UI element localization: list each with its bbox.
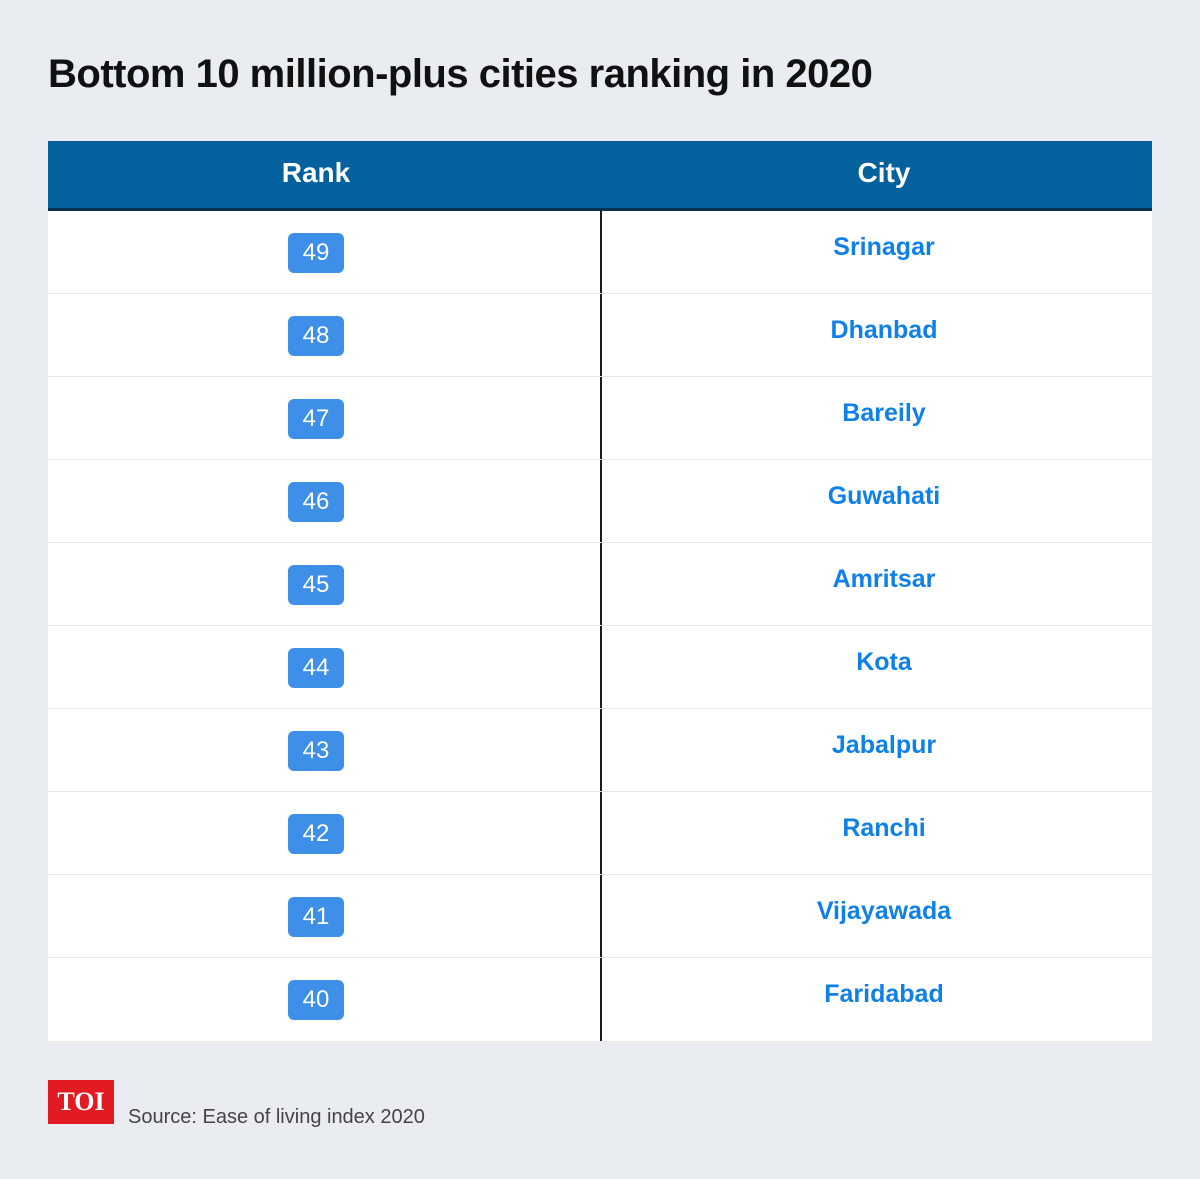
table-row: 46 Guwahati [48, 460, 1152, 543]
row-divider [48, 625, 1152, 626]
table-row: 49 Srinagar [48, 211, 1152, 294]
table-row: 45 Amritsar [48, 543, 1152, 626]
city-name: Srinagar [833, 233, 935, 261]
table-header: Rank City [48, 141, 1152, 211]
row-divider [48, 293, 1152, 294]
rank-badge: 48 [288, 316, 344, 356]
rank-badge: 49 [288, 233, 344, 273]
row-divider [48, 542, 1152, 543]
table-row: 42 Ranchi [48, 792, 1152, 875]
city-name: Jabalpur [831, 731, 937, 759]
table-row: 40 Faridabad [48, 958, 1152, 1041]
row-divider [48, 874, 1152, 875]
row-divider [48, 957, 1152, 958]
row-divider [48, 376, 1152, 377]
city-name: Guwahati [827, 482, 941, 510]
rank-badge: 46 [288, 482, 344, 522]
rank-column-header: Rank [281, 157, 351, 188]
row-divider [48, 791, 1152, 792]
table-row: 47 Bareily [48, 377, 1152, 460]
rank-badge: 43 [288, 731, 344, 771]
city-name: Bareily [842, 399, 926, 427]
table-row: 41 Vijayawada [48, 875, 1152, 958]
city-name: Ranchi [842, 814, 926, 842]
table-row: 48 Dhanbad [48, 294, 1152, 377]
city-name: Vijayawada [816, 897, 952, 925]
table-row: 44 Kota [48, 626, 1152, 709]
city-name: Kota [856, 648, 912, 676]
toi-logo: TOI [48, 1080, 114, 1124]
column-divider [600, 211, 602, 1041]
rank-badge: 41 [288, 897, 344, 937]
source-note: Source: Ease of living index 2020 [128, 1106, 425, 1128]
city-column-header: City [857, 157, 911, 188]
chart-title: Bottom 10 million-plus cities ranking in… [48, 52, 873, 96]
rank-badge: 45 [288, 565, 344, 605]
ranking-table: Rank City 49 Srinagar 48 Dhanbad 47 Bareily 46… [48, 141, 1152, 1041]
row-divider [48, 459, 1152, 460]
rank-badge: 40 [288, 980, 344, 1020]
rank-badge: 44 [288, 648, 344, 688]
city-name: Dhanbad [830, 316, 938, 344]
city-name: Faridabad [824, 980, 944, 1008]
city-name: Amritsar [832, 565, 936, 593]
row-divider [48, 708, 1152, 709]
rank-badge: 42 [288, 814, 344, 854]
table-row: 43 Jabalpur [48, 709, 1152, 792]
rank-badge: 47 [288, 399, 344, 439]
